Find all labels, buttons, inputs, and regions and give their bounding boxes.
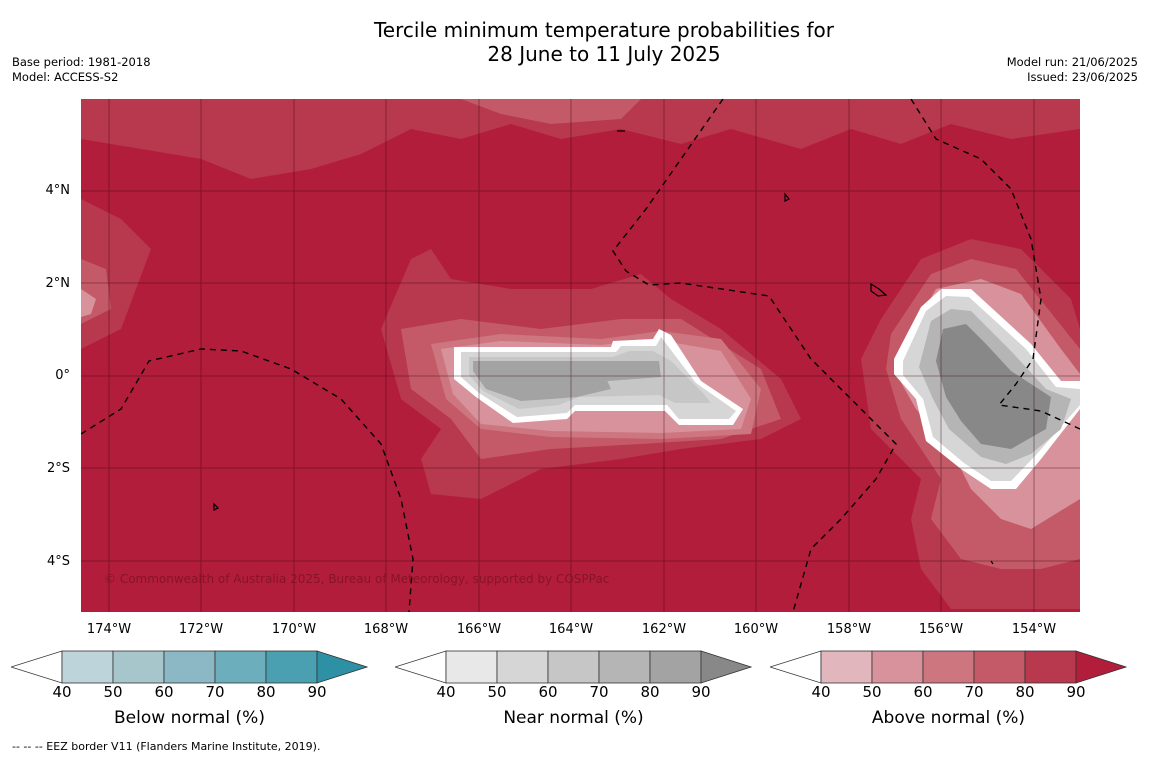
legend-near-bar <box>395 650 752 684</box>
legend-swatch-below-90 <box>316 650 368 684</box>
above-band-top-2 <box>461 99 641 124</box>
lat-label-4s: 4°S <box>46 554 70 569</box>
tick-70: 70 <box>205 683 225 701</box>
legend-swatch-near-90 <box>700 650 752 684</box>
tick-40: 40 <box>52 683 72 701</box>
base-period: Base period: 1981-2018 <box>12 55 151 69</box>
legend-swatch-near-70 <box>598 650 651 684</box>
legend-below-normal: 40 50 60 70 80 90 Below normal (%) <box>11 650 368 728</box>
model-run: Model run: 21/06/2025 <box>1006 55 1138 69</box>
eez-borders <box>81 99 1080 612</box>
legend-swatch-below-50 <box>112 650 165 684</box>
legend-swatch-above-60 <box>922 650 975 684</box>
tick-80: 80 <box>640 683 660 701</box>
lon-label-160w: 160°W <box>733 622 779 637</box>
above-band-top <box>81 99 1080 179</box>
legend-swatch-below-40 <box>61 650 114 684</box>
lon-label-170w: 170°W <box>271 622 317 637</box>
legend-swatch-above-90 <box>1075 650 1127 684</box>
legend-swatch-near-50 <box>496 650 549 684</box>
legend-swatch-near-80 <box>649 650 702 684</box>
lon-label-156w: 156°W <box>918 622 964 637</box>
meta-left: Base period: 1981-2018 Model: ACCESS-S2 <box>12 55 151 85</box>
footnote-eez: -- -- -- EEZ border V11 (Flanders Marine… <box>12 740 321 753</box>
tick-60: 60 <box>538 683 558 701</box>
legend-swatch-above-50 <box>871 650 924 684</box>
above-left-3 <box>81 289 96 317</box>
legend-swatch-above-40 <box>820 650 873 684</box>
legend-near-normal: 40 50 60 70 80 90 Near normal (%) <box>395 650 752 728</box>
tick-80: 80 <box>1015 683 1035 701</box>
tick-50: 50 <box>103 683 123 701</box>
legend-swatch-below-60 <box>163 650 216 684</box>
lon-label-172w: 172°W <box>178 622 224 637</box>
chart-title: Tercile minimum temperature probabilitie… <box>0 18 1150 66</box>
lon-label-174w: 174°W <box>86 622 132 637</box>
map-panel <box>81 99 1080 612</box>
tick-90: 90 <box>691 683 711 701</box>
map-svg <box>81 99 1080 612</box>
tick-50: 50 <box>862 683 882 701</box>
title-line-1: Tercile minimum temperature probabilitie… <box>373 18 835 42</box>
tick-70: 70 <box>589 683 609 701</box>
lon-label-168w: 168°W <box>363 622 409 637</box>
legend-below-title: Below normal (%) <box>114 708 265 728</box>
legend-swatch-above-70 <box>973 650 1026 684</box>
lon-label-158w: 158°W <box>826 622 872 637</box>
legend-near-title: Near normal (%) <box>503 708 644 728</box>
near-central-3 <box>473 361 611 401</box>
islands <box>213 130 994 565</box>
legend-swatch-above-80 <box>1024 650 1077 684</box>
lat-label-2n: 2°N <box>45 276 71 291</box>
lon-label-164w: 164°W <box>548 622 594 637</box>
lat-label-4n: 4°N <box>45 183 71 198</box>
tick-80: 80 <box>256 683 276 701</box>
legend-swatch-near-40 <box>445 650 498 684</box>
lon-label-154w: 154°W <box>1011 622 1057 637</box>
near-right-3 <box>936 324 1051 449</box>
lat-label-0: 0° <box>55 368 70 383</box>
lon-label-166w: 166°W <box>456 622 502 637</box>
tick-40: 40 <box>811 683 831 701</box>
legend-swatch-near-60 <box>547 650 600 684</box>
model-name: Model: ACCESS-S2 <box>12 70 119 84</box>
tick-50: 50 <box>487 683 507 701</box>
legend-above-title: Above normal (%) <box>871 708 1026 728</box>
title-line-2: 28 June to 11 July 2025 <box>487 42 721 66</box>
tick-60: 60 <box>154 683 174 701</box>
tick-70: 70 <box>964 683 984 701</box>
issued-date: Issued: 23/06/2025 <box>1027 70 1138 84</box>
legend-swatch-below-70 <box>214 650 267 684</box>
tick-90: 90 <box>1066 683 1086 701</box>
tick-40: 40 <box>436 683 456 701</box>
lon-label-162w: 162°W <box>641 622 687 637</box>
meta-right: Model run: 21/06/2025 Issued: 23/06/2025 <box>1007 55 1138 85</box>
legend-above-normal: 40 50 60 70 80 90 Above normal (%) <box>770 650 1127 728</box>
copyright-notice: © Commonwealth of Australia 2025, Bureau… <box>104 572 610 586</box>
lat-label-2s: 2°S <box>46 461 70 476</box>
legend-below-bar <box>11 650 368 684</box>
legend-above-bar <box>770 650 1127 684</box>
tick-90: 90 <box>307 683 327 701</box>
tick-60: 60 <box>913 683 933 701</box>
legend-swatch-below-80 <box>265 650 318 684</box>
